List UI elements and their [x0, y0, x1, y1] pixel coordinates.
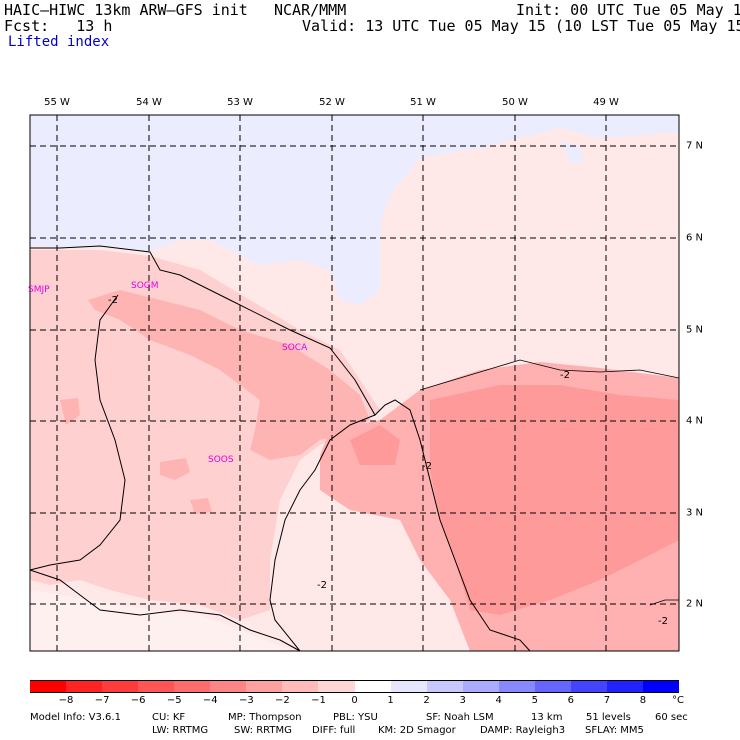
- lat-label: 4 N: [686, 415, 704, 427]
- contour-label: -2: [658, 616, 668, 627]
- colorbar-swatch: [606, 680, 644, 693]
- contour-minus2-east: [419, 359, 680, 391]
- suriname-border: [29, 294, 126, 571]
- init-time: Init: 00 UTC Tue 05 May 15: [516, 1, 740, 19]
- colorbar-swatch: [354, 680, 392, 693]
- colorbar-swatch: [462, 680, 500, 693]
- coastal-band: [88, 290, 370, 460]
- cu-scheme: CU: KF: [152, 712, 186, 723]
- brazil-border: [29, 569, 301, 652]
- colorbar-tick: 5: [531, 695, 538, 706]
- lon-label: 51 W: [410, 97, 436, 108]
- levels: 51 levels: [586, 712, 631, 723]
- colorbar-tick: −4: [202, 695, 218, 706]
- french-guiana-border: [269, 414, 376, 652]
- lon-label: 49 W: [593, 97, 619, 108]
- colorbar-tick: 6: [567, 695, 575, 706]
- colorbar-swatch: [102, 680, 139, 693]
- contour-minus2-southeast: [649, 599, 679, 606]
- lat-label: 3 N: [686, 507, 704, 519]
- colorbar-tick: −3: [238, 695, 254, 706]
- colorbar-swatch: [246, 680, 283, 693]
- damp-scheme: DAMP: Rayleigh3: [480, 725, 566, 736]
- coastline: [30, 245, 531, 652]
- timestep: 60 sec: [655, 712, 688, 723]
- colorbar-swatch: [318, 680, 355, 693]
- model-info: Model Info: V3.6.1: [30, 712, 121, 723]
- patch-center: [160, 458, 190, 480]
- colorbar-tick: 2: [423, 695, 430, 706]
- colorbar-tick: 4: [495, 695, 502, 706]
- lon-label: 52 W: [319, 97, 345, 108]
- colorbar-swatch: [30, 680, 67, 693]
- colorbar-swatch: [570, 680, 608, 693]
- colorbar-swatch: [426, 680, 464, 693]
- patch-south: [190, 498, 212, 514]
- colorbar-tick: 8: [639, 695, 647, 706]
- km-scheme: KM: 2D Smagor: [378, 725, 456, 736]
- station-sogm: SOGM: [131, 281, 159, 291]
- lon-label: 54 W: [136, 97, 162, 108]
- core-patch: [350, 425, 400, 465]
- lon-label: 55 W: [44, 97, 70, 108]
- sflay-scheme: SFLAY: MM5: [585, 725, 644, 736]
- colorbar-swatch: [390, 680, 428, 693]
- colorbar-tick: −7: [94, 695, 110, 706]
- lat-label: 6 N: [686, 232, 704, 244]
- contour-label: -2: [422, 461, 432, 472]
- colorbar-tick: 7: [603, 695, 611, 706]
- colorbar-tick: −6: [130, 695, 146, 706]
- colorbar-swatch: [282, 680, 319, 693]
- colorbar-swatch: [534, 680, 572, 693]
- contour-label: -2: [108, 295, 118, 306]
- colorbar-tick: −2: [275, 695, 290, 706]
- mp-scheme: MP: Thompson: [228, 712, 302, 723]
- colorbar-swatch: [174, 680, 211, 693]
- colorbar-swatch: [642, 680, 680, 693]
- colorbar-tick: 1: [387, 695, 394, 706]
- colorbar-tick: 3: [459, 695, 466, 706]
- southwest-light-region: [30, 590, 290, 651]
- lat-label: 7 N: [686, 140, 704, 152]
- diff-scheme: DIFF: full: [312, 725, 356, 736]
- lon-label: 53 W: [227, 97, 253, 108]
- sw-scheme: SW: RRTMG: [234, 725, 292, 736]
- pbl-scheme: PBL: YSU: [333, 712, 378, 723]
- colorbar-tick: −1: [311, 695, 326, 706]
- strong-instability-core: [430, 385, 679, 615]
- forecast-hour: Fcst: 13 h: [4, 17, 113, 35]
- patch-west: [60, 398, 80, 425]
- lat-label: 5 N: [686, 324, 704, 336]
- colorbar-tick: −8: [58, 695, 74, 706]
- colorbar-unit: °C: [672, 695, 684, 706]
- land-field-region: [30, 250, 380, 620]
- colorbar-swatch: [210, 680, 247, 693]
- field-name: Lifted index: [8, 34, 110, 50]
- colorbar-swatch: [138, 680, 175, 693]
- lw-scheme: LW: RRTMG: [152, 725, 209, 736]
- sf-scheme: SF: Noah LSM: [426, 712, 494, 723]
- model-title: HAIC–HIWC 13km ARW–GFS init: [4, 1, 248, 19]
- lon-label: 50 W: [502, 97, 528, 108]
- contour-label: -2: [560, 370, 570, 381]
- station-smjp: SMJP: [28, 285, 50, 295]
- grid-lines: [30, 115, 679, 651]
- colorbar-tick: −5: [166, 695, 182, 706]
- station-soca: SOCA: [282, 343, 308, 353]
- colorbar-swatch: [498, 680, 536, 693]
- map-frame: [29, 114, 680, 652]
- org-label: NCAR/MMM: [274, 1, 347, 19]
- station-soos: SOOS: [208, 455, 234, 465]
- positive-index-region: [30, 115, 679, 305]
- colorbar-swatch: [66, 680, 103, 693]
- colorbar-tick: 0: [351, 695, 358, 706]
- valid-time: Valid: 13 UTC Tue 05 May 15 (10 LST Tue …: [302, 17, 740, 35]
- resolution: 13 km: [531, 712, 563, 723]
- contour-label: -2: [317, 580, 327, 591]
- lat-label: 2 N: [686, 598, 704, 610]
